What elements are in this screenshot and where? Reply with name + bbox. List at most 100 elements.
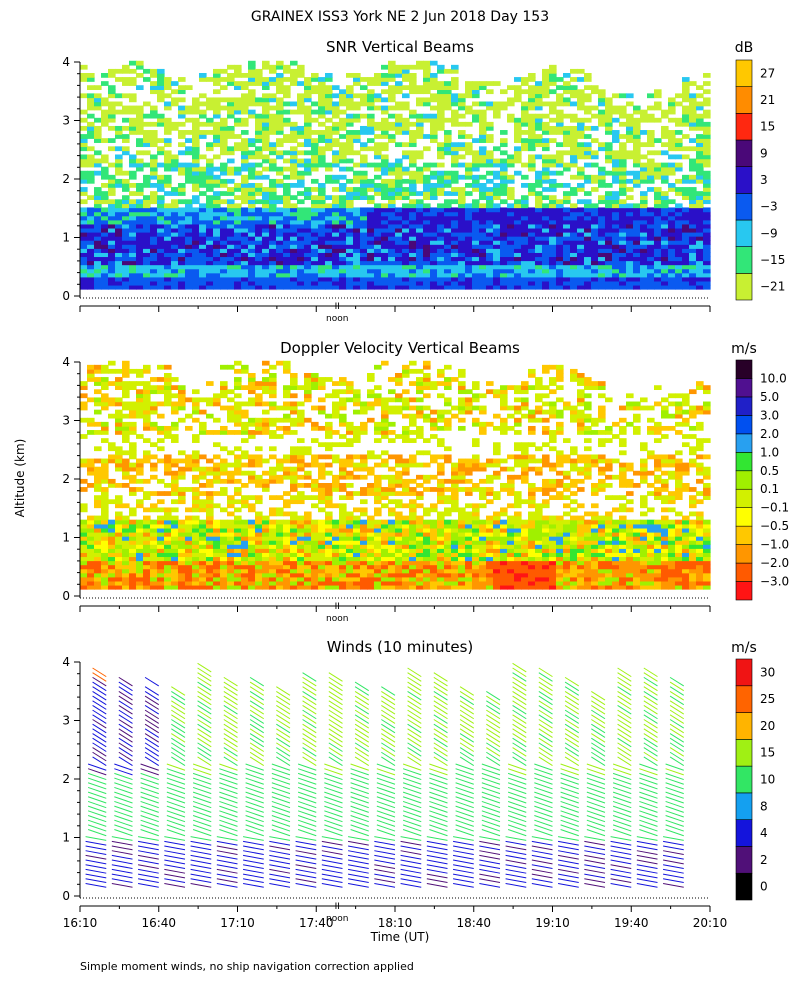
- heatmap-cell: [640, 244, 648, 249]
- heatmap-cell: [444, 223, 452, 229]
- heatmap-cell: [136, 272, 144, 278]
- heatmap-cell: [647, 187, 655, 192]
- heatmap-cell: [388, 170, 396, 176]
- heatmap-cell: [423, 223, 431, 229]
- heatmap-cell: [283, 134, 291, 139]
- heatmap-cell: [500, 158, 508, 164]
- heatmap-cell: [682, 240, 690, 245]
- heatmap-cell: [402, 191, 410, 196]
- heatmap-cell: [675, 248, 683, 253]
- heatmap-cell: [493, 280, 501, 286]
- heatmap-cell: [213, 109, 221, 115]
- heatmap-cell: [276, 507, 284, 513]
- heatmap-cell: [353, 264, 361, 270]
- heatmap-cell: [283, 64, 291, 70]
- heatmap-cell: [332, 240, 340, 245]
- heatmap-cell: [87, 531, 95, 537]
- heatmap-cell: [409, 81, 417, 86]
- heatmap-cell: [619, 150, 627, 156]
- heatmap-cell: [409, 223, 417, 229]
- heatmap-cell: [262, 219, 270, 225]
- heatmap-cell: [381, 268, 389, 274]
- heatmap-cell: [178, 85, 186, 91]
- heatmap-cell: [80, 77, 88, 82]
- heatmap-cell: [465, 240, 473, 245]
- heatmap-cell: [290, 252, 298, 258]
- heatmap-cell: [94, 276, 102, 282]
- heatmap-cell: [262, 535, 270, 541]
- heatmap-cell: [465, 183, 473, 188]
- heatmap-cell: [290, 466, 298, 472]
- heatmap-cell: [185, 276, 193, 282]
- heatmap-cell: [479, 162, 487, 168]
- heatmap-cell: [598, 223, 606, 229]
- heatmap-cell: [101, 280, 109, 286]
- heatmap-cell: [563, 73, 571, 78]
- heatmap-cell: [276, 248, 284, 253]
- heatmap-cell: [430, 231, 438, 237]
- heatmap-cell: [416, 223, 424, 229]
- heatmap-cell: [234, 535, 242, 541]
- heatmap-cell: [129, 523, 137, 529]
- heatmap-cell: [192, 219, 200, 225]
- heatmap-cell: [486, 244, 494, 249]
- heatmap-cell: [318, 535, 326, 541]
- heatmap-cell: [346, 187, 354, 192]
- heatmap-cell: [318, 544, 326, 549]
- heatmap-cell: [108, 138, 116, 143]
- heatmap-cell: [689, 280, 697, 286]
- heatmap-cell: [150, 580, 158, 586]
- heatmap-cell: [430, 280, 438, 286]
- heatmap-cell: [388, 85, 396, 91]
- heatmap-cell: [626, 264, 634, 270]
- heatmap-cell: [171, 462, 179, 468]
- heatmap-cell: [458, 268, 466, 274]
- heatmap-cell: [185, 105, 193, 111]
- heatmap-cell: [472, 264, 480, 270]
- heatmap-cell: [304, 227, 312, 233]
- heatmap-cell: [248, 462, 256, 468]
- heatmap-cell: [465, 150, 473, 156]
- heatmap-cell: [304, 97, 312, 103]
- heatmap-cell: [178, 397, 186, 403]
- heatmap-cell: [668, 227, 676, 233]
- heatmap-cell: [661, 244, 669, 249]
- heatmap-cell: [668, 130, 676, 135]
- heatmap-cell: [290, 276, 298, 282]
- heatmap-cell: [395, 162, 403, 168]
- heatmap-cell: [262, 264, 270, 270]
- heatmap-cell: [528, 97, 536, 103]
- heatmap-cell: [346, 105, 354, 111]
- heatmap-cell: [402, 244, 410, 249]
- heatmap-cell: [591, 105, 599, 111]
- heatmap-cell: [430, 256, 438, 262]
- heatmap-cell: [311, 544, 319, 549]
- heatmap-cell: [703, 260, 711, 266]
- heatmap-cell: [661, 211, 669, 217]
- heatmap-cell: [255, 454, 263, 460]
- heatmap-cell: [143, 150, 151, 156]
- heatmap-cell: [171, 256, 179, 262]
- heatmap-cell: [339, 134, 347, 139]
- heatmap-cell: [388, 178, 396, 184]
- heatmap-cell: [661, 276, 669, 282]
- heatmap-cell: [178, 401, 186, 407]
- heatmap-cell: [262, 195, 270, 201]
- heatmap-cell: [556, 276, 564, 282]
- heatmap-cell: [612, 154, 620, 160]
- heatmap-cell: [129, 531, 137, 537]
- heatmap-cell: [206, 158, 214, 164]
- heatmap-cell: [528, 211, 536, 217]
- colorbar-swatch: [735, 86, 753, 114]
- heatmap-cell: [444, 284, 452, 290]
- heatmap-cell: [129, 154, 137, 160]
- heatmap-cell: [199, 73, 207, 78]
- heatmap-cell: [318, 552, 326, 558]
- heatmap-cell: [94, 364, 102, 370]
- heatmap-cell: [115, 235, 123, 241]
- heatmap-cell: [290, 450, 298, 456]
- heatmap-cell: [87, 97, 95, 103]
- heatmap-cell: [248, 109, 256, 115]
- heatmap-cell: [682, 244, 690, 249]
- heatmap-cell: [129, 183, 137, 188]
